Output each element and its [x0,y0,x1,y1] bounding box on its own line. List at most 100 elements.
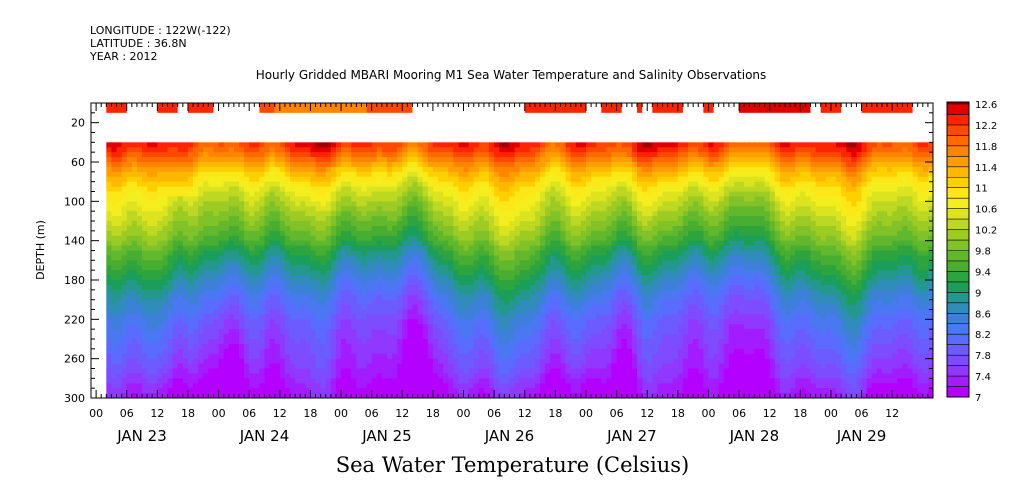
heatmap-cell [213,309,220,316]
heatmap-cell [504,162,511,168]
heatmap-cell [182,358,189,365]
heatmap-cell [203,393,209,398]
heatmap-cell [494,221,500,227]
heatmap-cell [182,265,189,271]
heatmap-cell [198,294,204,301]
heatmap-cell [233,378,240,384]
heatmap-cell [438,221,444,227]
heatmap-cell [126,289,133,296]
heatmap-cell [509,162,516,168]
heatmap-cell [290,353,296,360]
heatmap-cell [228,373,235,379]
heatmap-cell [580,343,587,350]
heatmap-cell [534,314,541,320]
heatmap-cell [376,260,383,266]
heatmap-cell [432,393,439,398]
heatmap-cell [177,221,184,227]
heatmap-cell [315,196,322,202]
heatmap-cell [534,363,541,370]
heatmap-cell [585,157,592,163]
heatmap-cell [172,275,179,281]
heatmap-cell [371,388,378,394]
heatmap-cell [157,348,164,355]
heatmap-cell [208,368,215,375]
heatmap-cell [489,368,495,375]
heatmap-cell [427,225,434,232]
heatmap-cell [157,255,164,261]
heatmap-cell [509,280,516,286]
heatmap-cell [381,343,388,350]
heatmap-cell [575,368,582,375]
heatmap-cell [540,294,546,301]
heatmap-cell [550,211,556,217]
heatmap-cell [284,373,291,379]
heatmap-cell [432,181,439,188]
heatmap-cell [371,171,378,178]
heatmap-cell [351,334,357,340]
heatmap-cell [187,147,194,153]
heatmap-cell [142,235,148,242]
heatmap-cell [290,255,296,261]
heatmap-cell [514,196,521,202]
heatmap-cell [438,157,444,163]
heatmap-cell [346,284,352,291]
heatmap-cell [310,314,317,320]
heatmap-cell [274,147,281,153]
heatmap-cell [351,245,357,252]
heatmap-cell [463,270,470,276]
heatmap-cell [407,240,414,247]
heatmap-cell [371,334,378,340]
heatmap-cell [432,334,439,340]
heatmap-cell [402,309,408,316]
heatmap-cell [402,299,408,306]
heatmap-cell [254,393,260,398]
heatmap-cell [585,299,592,306]
heatmap-cell [315,373,322,379]
heatmap-cell [468,270,475,276]
heatmap-cell [290,339,296,345]
heatmap-cell [167,324,174,330]
heatmap-cell [468,363,475,370]
heatmap-cell [187,334,194,340]
heatmap-cell [580,191,587,198]
heatmap-cell [392,363,398,370]
heatmap-cell [519,196,526,202]
heatmap-cell [545,284,551,291]
heatmap-cell [580,235,587,242]
heatmap-cell [325,221,332,227]
heatmap-cell [315,324,322,330]
heatmap-cell [585,196,592,202]
heatmap-cell [351,166,357,173]
heatmap-cell [126,373,133,379]
heatmap-cell [279,368,286,375]
heatmap-cell [591,353,597,360]
heatmap-cell [499,309,505,316]
heatmap-cell [187,191,194,198]
heatmap-cell [560,240,567,247]
heatmap-cell [213,348,220,355]
heatmap-cell [529,265,536,271]
heatmap-cell [193,339,199,345]
heatmap-cell [392,196,398,202]
heatmap-cell [320,353,327,360]
heatmap-cell [218,162,225,168]
heatmap-cell [463,383,470,389]
heatmap-cell [499,245,505,252]
heatmap-cell [244,343,250,350]
heatmap-cell [417,319,424,325]
heatmap-cell [295,166,301,173]
heatmap-cell [351,260,357,266]
heatmap-cell [361,358,368,365]
heatmap-cell [111,280,118,286]
heatmap-cell [591,171,597,178]
heatmap-cell [182,309,189,316]
heatmap-cell [591,299,597,306]
heatmap-cell [244,363,250,370]
heatmap-cell [136,383,143,389]
heatmap-cell [152,157,158,163]
heatmap-cell [478,289,485,296]
heatmap-cell [570,152,577,158]
heatmap-cell [274,363,281,370]
heatmap-cell [310,339,317,345]
heatmap-cell [152,142,158,148]
